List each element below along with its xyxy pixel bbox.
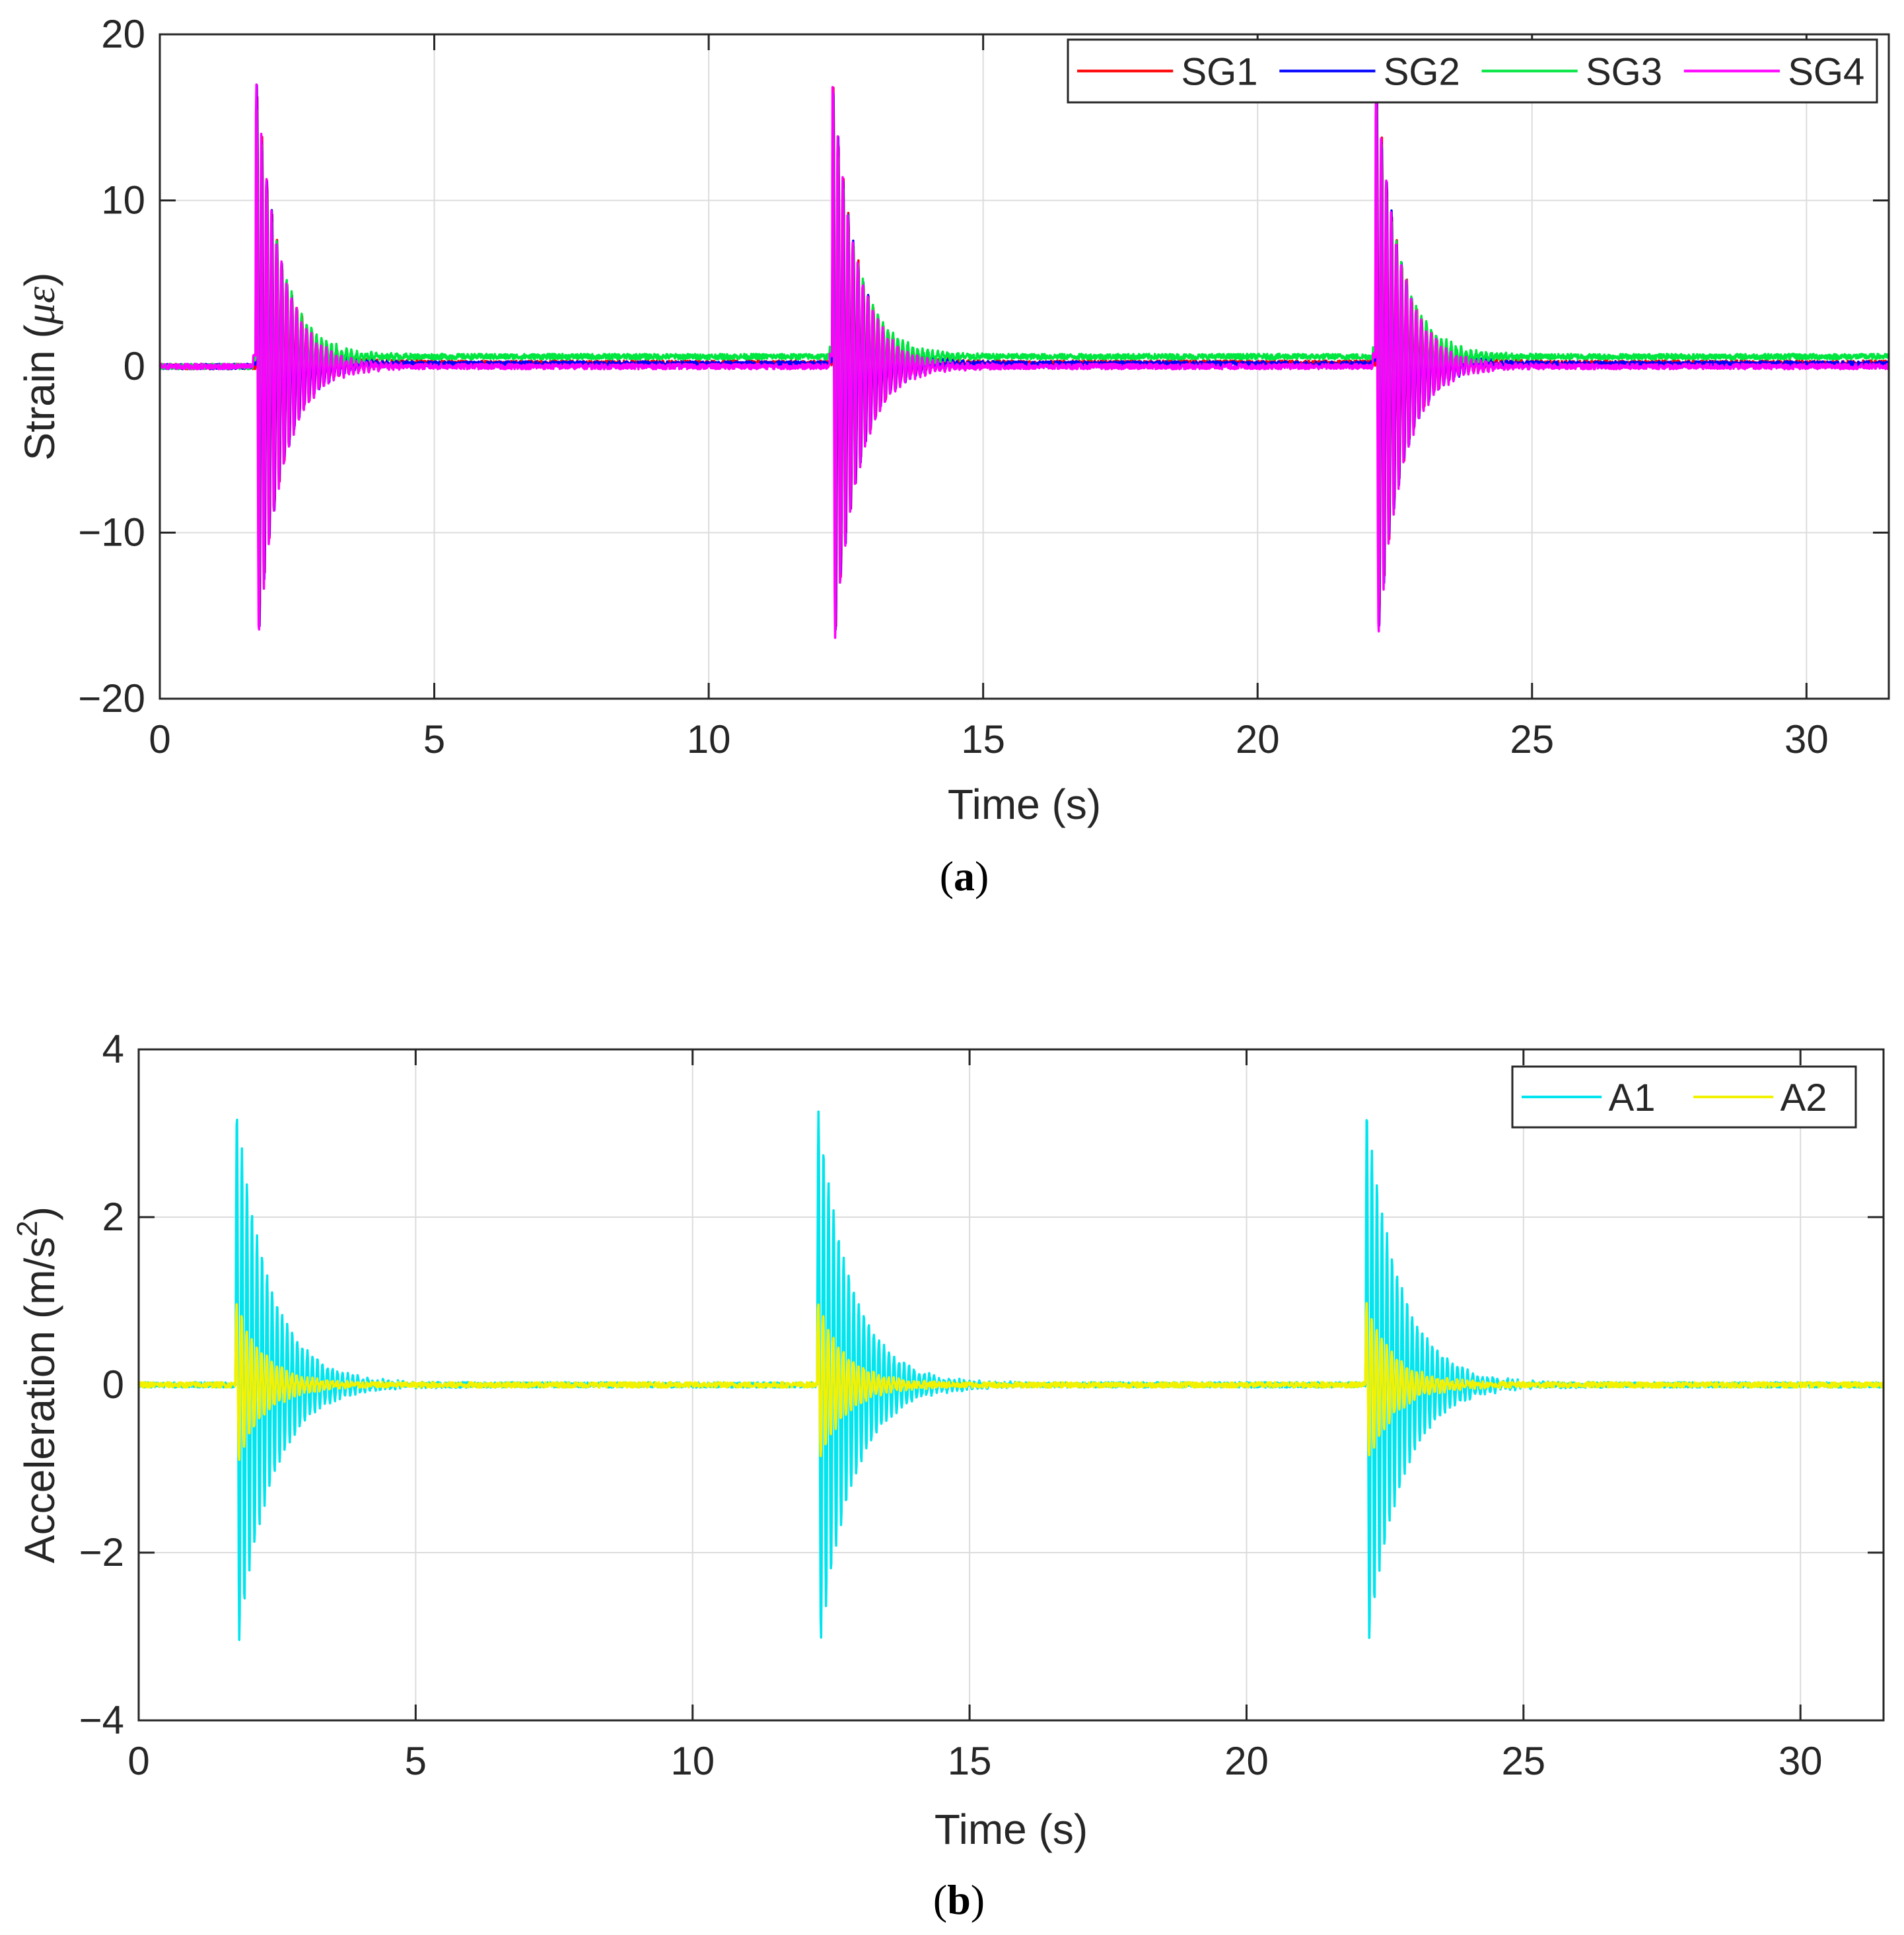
legend-label-sg4: SG4 [1788, 51, 1864, 94]
series-line-sg4 [159, 83, 1890, 639]
x-tick-label: 25 [1501, 1739, 1545, 1783]
caption-a: (a) [940, 853, 989, 899]
y-axis-unit-a: με [17, 286, 63, 325]
x-tick-label: 25 [1510, 717, 1554, 761]
legend-label-sg3: SG3 [1586, 51, 1662, 94]
x-tick-label: 0 [149, 717, 170, 761]
series-line-sg3 [159, 95, 1890, 606]
y-tick-label: −2 [79, 1530, 124, 1574]
series-line-a2 [137, 1302, 1884, 1461]
x-tick-label: 30 [1784, 717, 1829, 761]
y-tick-label: −20 [78, 676, 145, 721]
legend-label-sg2: SG2 [1384, 51, 1460, 94]
series-lines-b [137, 1110, 1885, 1641]
x-tick-labels-b: 0 5 10 15 20 25 30 [127, 1739, 1822, 1783]
legend-b: A1 A2 [1511, 1065, 1857, 1129]
x-tick-label: 20 [1236, 717, 1280, 761]
y-tick-label: −4 [79, 1698, 124, 1742]
x-tick-label: 0 [127, 1739, 149, 1783]
y-tick-labels-a: −20 −10 0 10 20 [78, 12, 145, 721]
y-axis-label-a: Strain (με) [16, 273, 63, 461]
y-tick-label: 0 [102, 1362, 124, 1407]
y-tick-label: 2 [102, 1195, 124, 1239]
chart-panel-b: 0 5 10 15 20 25 30 −4 −2 0 2 4 Time (s) Accelerati… [11, 1027, 1885, 1923]
legend-a: SG1 SG2 SG3 SG4 [1067, 38, 1878, 104]
x-tick-labels-a: 0 5 10 15 20 25 30 [149, 717, 1828, 761]
plot-frame-a [159, 33, 1890, 700]
x-tick-label: 30 [1779, 1739, 1823, 1783]
x-tick-label: 10 [687, 717, 731, 761]
y-tick-labels-b: −4 −2 0 2 4 [79, 1027, 124, 1742]
caption-b: (b) [933, 1876, 985, 1923]
y-axis-superscript-b: 2 [11, 1220, 44, 1236]
legend-label-a1: A1 [1609, 1076, 1656, 1119]
legend-label-a2: A2 [1781, 1076, 1827, 1119]
y-tick-label: 20 [101, 12, 145, 56]
x-tick-label: 20 [1224, 1739, 1269, 1783]
chart-panel-a: 0 5 10 15 20 25 30 −20 −10 0 10 20 Time (s) Strain… [16, 12, 1890, 899]
legend-label-sg1: SG1 [1181, 51, 1258, 94]
x-axis-label-b: Time (s) [934, 1806, 1088, 1853]
y-tick-label: 4 [102, 1027, 124, 1071]
plot-frame-b [137, 1048, 1885, 1722]
y-tick-label: 0 [123, 344, 145, 388]
y-tick-label: −10 [78, 510, 145, 555]
series-lines-a [159, 81, 1890, 639]
series-line-sg2 [159, 81, 1889, 631]
x-tick-label: 10 [670, 1739, 715, 1783]
x-tick-label: 15 [948, 1739, 992, 1783]
x-axis-label-a: Time (s) [948, 781, 1101, 828]
x-tick-label: 5 [423, 717, 445, 761]
x-tick-label: 5 [405, 1739, 427, 1783]
y-axis-label-b: Acceleration (m/s2) [11, 1207, 63, 1563]
x-tick-label: 15 [961, 717, 1005, 761]
y-tick-label: 10 [101, 178, 145, 223]
